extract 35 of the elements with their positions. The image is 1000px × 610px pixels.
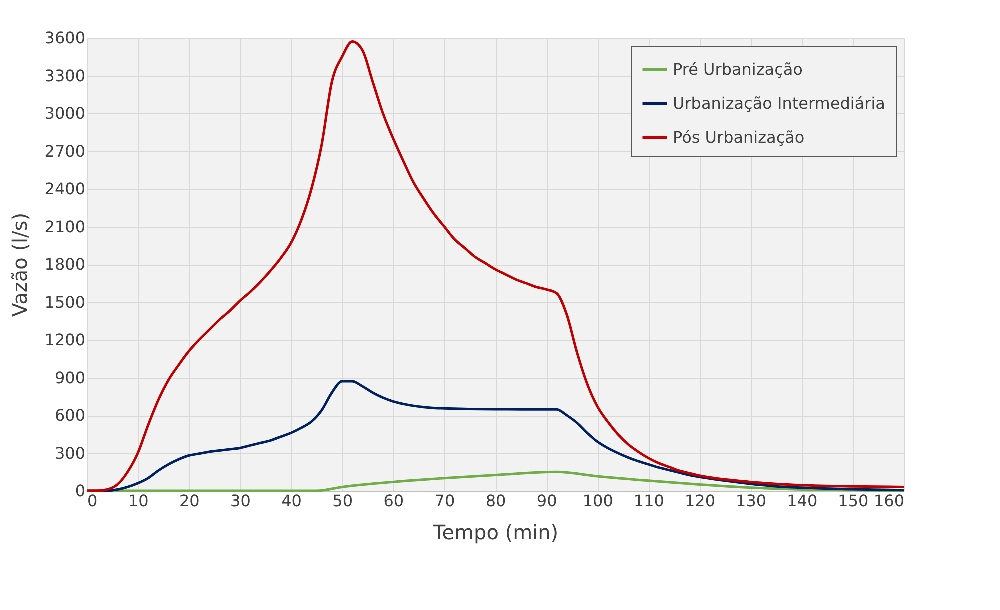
x-tick-label: 130 (736, 492, 767, 510)
x-tick-label: 80 (486, 492, 506, 510)
x-tick-label: 70 (434, 492, 456, 510)
x-tick-label: 50 (332, 492, 353, 510)
x-axis-title: Tempo (min) (432, 520, 559, 544)
y-tick-label: 1800 (44, 255, 86, 274)
y-tick-label: 1200 (44, 330, 86, 350)
y-tick-label: 3300 (44, 66, 86, 86)
x-tick-label: 160 (874, 492, 904, 510)
y-tick-label: 3600 (44, 28, 86, 48)
y-tick-label: 1500 (44, 292, 86, 312)
y-tick-label: 600 (54, 406, 86, 425)
x-tick-label: 90 (536, 492, 558, 510)
legend-label: Pós Urbanização (673, 128, 805, 147)
x-tick-label: 60 (384, 492, 404, 510)
x-tick-label: 110 (634, 492, 664, 510)
x-tick-label: 40 (282, 492, 302, 510)
x-tick-label: 20 (179, 492, 200, 510)
y-tick-label: 2400 (44, 180, 86, 198)
line-series (86, 40, 906, 492)
x-tick-label: 140 (787, 492, 818, 510)
legend-label: Urbanização Intermediária (673, 94, 886, 113)
legend-label: Pré Urbanização (673, 60, 803, 79)
y-tick-label: 3000 (44, 104, 86, 123)
x-tick-label: 0 (88, 492, 98, 510)
y-axis-title: Vazão (l/s) (8, 212, 32, 318)
y-tick-label: 900 (54, 368, 86, 388)
x-tick-label: 10 (128, 492, 149, 510)
x-tick-label: 30 (230, 492, 251, 510)
y-tick-label: 2700 (44, 142, 86, 161)
y-tick-label: 300 (54, 444, 86, 463)
y-tick-label: 2100 (44, 217, 86, 236)
x-tick-label: 150 (838, 492, 869, 510)
x-tick-label: 100 (582, 492, 614, 510)
x-tick-label: 120 (684, 492, 716, 510)
